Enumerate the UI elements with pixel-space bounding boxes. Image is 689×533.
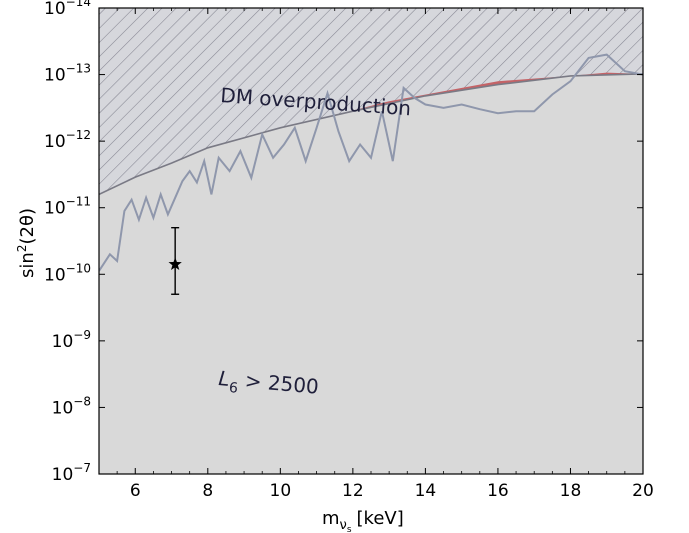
lepton-boundary-line: [99, 73, 643, 196]
axis-ticks: 6 8 10 12 14 16 18 2010−710−810−910−1010−1110−1…: [44, 0, 654, 501]
y-tick-base: 10: [52, 332, 74, 352]
x-label-unit: [keV]: [357, 508, 404, 529]
y-tick-exponent: −7: [73, 461, 91, 475]
plot-area: [99, 8, 643, 474]
y-tick-exponent: −11: [66, 195, 91, 209]
y-tick-label: 10−7: [52, 461, 91, 485]
y-label-sup: 2: [15, 245, 29, 253]
star-marker: [168, 257, 182, 270]
x-tick-label: 18: [560, 481, 582, 501]
x-tick-label: 12: [342, 481, 364, 501]
y-tick-base: 10: [44, 0, 66, 19]
y-tick-exponent: −9: [73, 328, 91, 342]
y-tick-base: 10: [52, 398, 74, 418]
y-label-sin: sin: [17, 252, 38, 278]
y-tick-exponent: −12: [66, 128, 91, 142]
y-tick-label: 10−9: [52, 328, 91, 352]
x-label-nu: ν: [340, 518, 347, 533]
x-tick-label: 16: [487, 481, 509, 501]
x-tick-label: 6: [130, 481, 141, 501]
lepton-excluded-region: [99, 73, 643, 474]
y-tick-base: 10: [52, 465, 74, 485]
y-tick-exponent: −10: [66, 261, 91, 275]
lepton-label-L: L: [218, 366, 231, 391]
y-tick-label: 10−8: [52, 394, 91, 418]
y-tick-exponent: −13: [66, 62, 91, 76]
x-axis-label: mνs [keV]: [322, 508, 404, 533]
y-tick-label: 10−13: [44, 62, 91, 86]
y-tick-label: 10−10: [44, 261, 91, 285]
y-tick-base: 10: [44, 265, 66, 285]
y-tick-base: 10: [44, 132, 66, 152]
y-tick-base: 10: [44, 199, 66, 219]
data-point: [168, 226, 182, 295]
y-tick-exponent: −14: [66, 0, 91, 9]
y-axis-label: sin2(2θ): [15, 208, 38, 278]
y-tick-label: 10−14: [44, 0, 91, 19]
x-tick-label: 10: [270, 481, 292, 501]
y-tick-label: 10−12: [44, 128, 91, 152]
y-tick-base: 10: [44, 66, 66, 86]
x-tick-label: 20: [632, 481, 654, 501]
lepton-label-sub: 6: [228, 380, 238, 397]
y-tick-label: 10−11: [44, 195, 91, 219]
y-label-rest: (2θ): [17, 208, 38, 245]
x-label-m: m: [322, 508, 340, 529]
x-tick-label: 8: [202, 481, 213, 501]
x-tick-label: 14: [415, 481, 437, 501]
x-label-s: s: [347, 525, 352, 533]
oscillating-curve-line: [99, 53, 643, 272]
y-tick-exponent: −8: [73, 394, 91, 408]
